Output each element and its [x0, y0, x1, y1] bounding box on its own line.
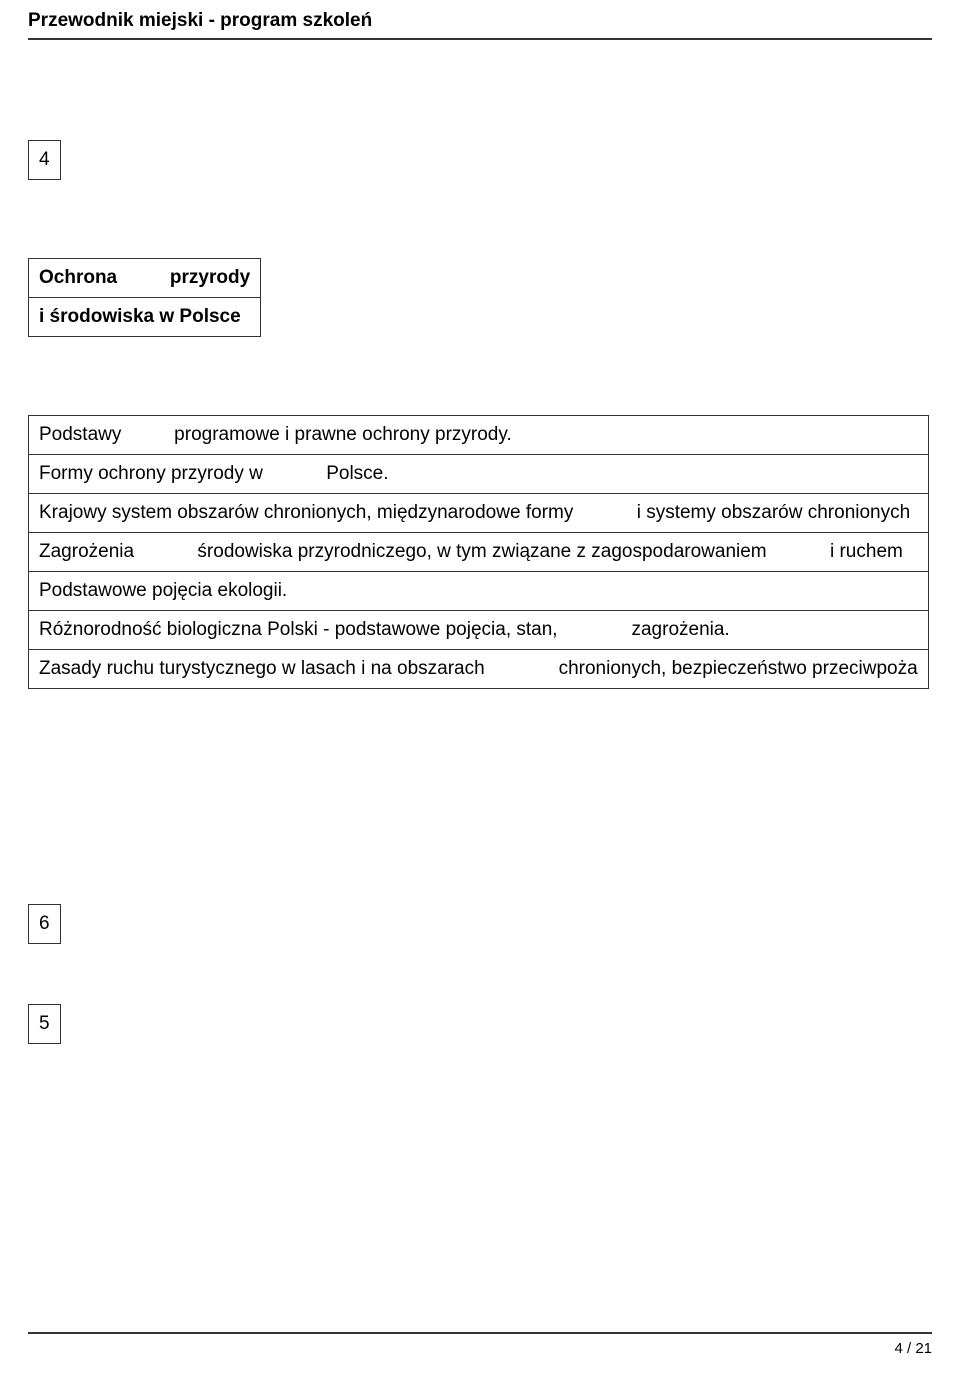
cell-gap [573, 502, 636, 524]
cell: zagrożenia. [631, 619, 729, 641]
cell-gap [121, 424, 174, 446]
footer-divider [28, 1332, 932, 1334]
title-frag-b: przyrody [170, 267, 250, 289]
cell: Podstawy [39, 424, 121, 446]
cell: programowe i prawne ochrony przyrody. [174, 424, 512, 446]
cell-gap [767, 541, 830, 563]
table-row: Zagrożenia środowiska przyrodniczego, w … [29, 533, 928, 572]
section-number: 5 [39, 1013, 50, 1034]
section-title-box: Ochrona przyrody i środowiska w Polsce [28, 258, 261, 337]
table-row: Podstawowe pojęcia ekologii. [29, 572, 928, 611]
section-number-box: 6 [28, 904, 61, 944]
table-row: Formy ochrony przyrody w Polsce. [29, 455, 928, 494]
cell: Różnorodność biologiczna Polski - podsta… [39, 619, 558, 641]
cell: chronionych, bezpieczeństwo przeciwpoża [559, 658, 918, 680]
table-row: Różnorodność biologiczna Polski - podsta… [29, 611, 928, 650]
cell: Zasady ruchu turystycznego w lasach i na… [39, 658, 485, 680]
cell-gap [263, 463, 326, 485]
cell: Polsce. [326, 463, 388, 485]
title-gap [117, 267, 170, 289]
section-number: 6 [39, 913, 50, 934]
subtitle: i środowiska w Polsce [39, 306, 241, 328]
cell: i systemy obszarów chronionych [637, 502, 911, 524]
content-table: Podstawy programowe i prawne ochrony prz… [28, 415, 929, 689]
cell: Podstawowe pojęcia ekologii. [39, 580, 287, 602]
cell-gap [485, 658, 559, 680]
page-number: 4 / 21 [894, 1340, 932, 1357]
table-row: Zasady ruchu turystycznego w lasach i na… [29, 650, 928, 688]
table-row: Podstawy programowe i prawne ochrony prz… [29, 416, 928, 455]
cell-gap [558, 619, 632, 641]
title-frag-a: Ochrona [39, 267, 117, 289]
cell: Formy ochrony przyrody w [39, 463, 263, 485]
cell: i ruchem [830, 541, 903, 563]
section-number-box: 5 [28, 1004, 61, 1044]
section-number-box: 4 [28, 140, 61, 180]
cell: środowiska przyrodniczego, w tym związan… [197, 541, 766, 563]
table-row: Krajowy system obszarów chronionych, mię… [29, 494, 928, 533]
cell-gap [134, 541, 197, 563]
cell: Krajowy system obszarów chronionych, mię… [39, 502, 573, 524]
page-title: Przewodnik miejski - program szkoleń [28, 10, 932, 40]
cell: Zagrożenia [39, 541, 134, 563]
section-number: 4 [39, 149, 50, 170]
